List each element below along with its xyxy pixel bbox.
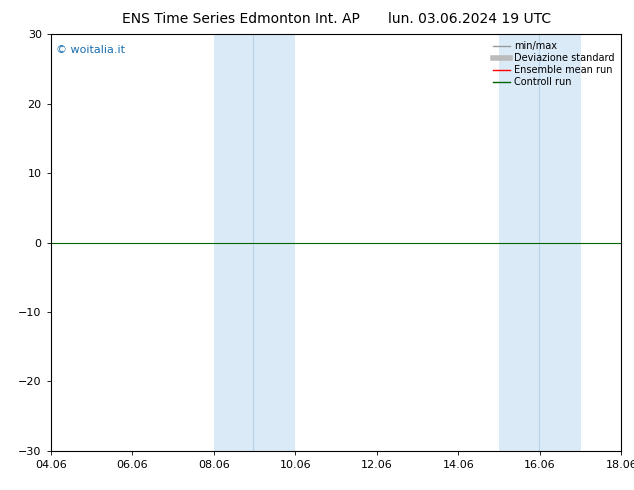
Bar	[499, 34, 538, 451]
Bar	[214, 34, 253, 451]
Text: © woitalia.it: © woitalia.it	[56, 45, 126, 55]
Text: lun. 03.06.2024 19 UTC: lun. 03.06.2024 19 UTC	[387, 12, 551, 26]
Legend: min/max, Deviazione standard, Ensemble mean run, Controll run: min/max, Deviazione standard, Ensemble m…	[491, 39, 616, 89]
Bar	[538, 34, 581, 451]
Text: ENS Time Series Edmonton Int. AP: ENS Time Series Edmonton Int. AP	[122, 12, 360, 26]
Bar	[253, 34, 295, 451]
